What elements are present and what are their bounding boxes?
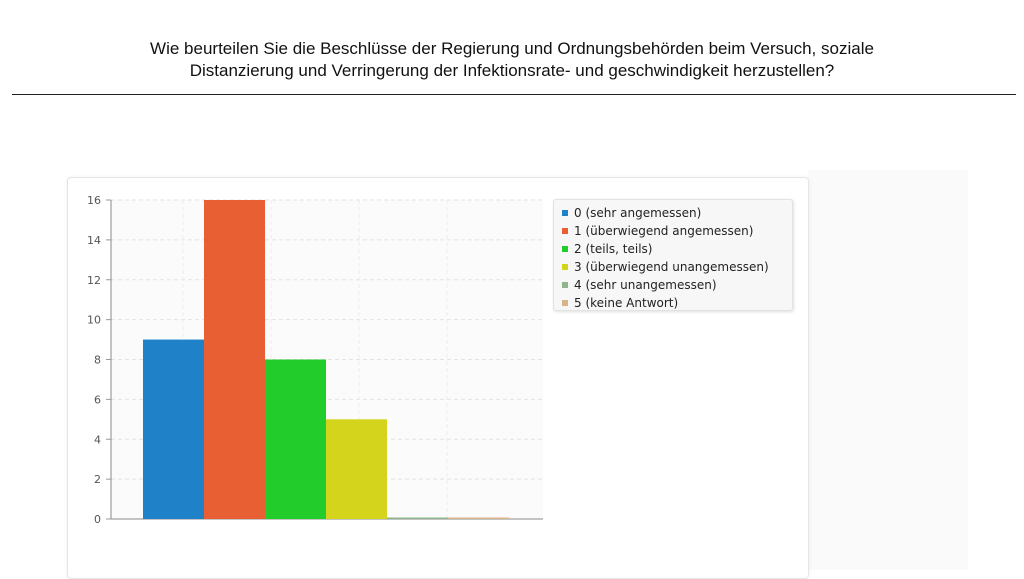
legend-swatch-5 [562, 299, 568, 306]
y-tick-label: 14 [87, 234, 101, 247]
bar-5 [448, 517, 509, 519]
legend-label-1: 1 (überwiegend angemessen) [574, 224, 754, 238]
legend-item-4: 4 (sehr unangemessen) [554, 276, 792, 294]
bar-4 [387, 517, 448, 519]
chart-legend: 0 (sehr angemessen) 1 (überwiegend angeme… [553, 199, 793, 311]
legend-swatch-1 [562, 227, 568, 234]
y-tick-label: 16 [87, 194, 101, 207]
legend-swatch-3 [562, 263, 568, 270]
legend-label-2: 2 (teils, teils) [574, 242, 653, 256]
y-tick-label: 4 [94, 433, 101, 446]
question-title: Wie beurteilen Sie die Beschlüsse der Re… [0, 38, 1024, 82]
legend-swatch-2 [562, 245, 568, 252]
question-line-2: Distanzierung und Verringerung der Infek… [189, 61, 835, 80]
y-tick-label: 6 [94, 393, 101, 406]
legend-label-5: 5 (keine Antwort) [574, 296, 679, 310]
question-line-1: Wie beurteilen Sie die Beschlüsse der Re… [150, 39, 874, 58]
bar-2 [265, 359, 326, 519]
legend-swatch-0 [562, 209, 568, 216]
y-tick-label: 8 [94, 354, 101, 367]
legend-label-0: 0 (sehr angemessen) [574, 206, 702, 220]
bar-0 [143, 339, 204, 519]
y-tick-label: 0 [94, 513, 101, 526]
title-divider [12, 94, 1016, 95]
legend-label-4: 4 (sehr unangemessen) [574, 278, 717, 292]
legend-item-3: 3 (überwiegend unangemessen) [554, 258, 792, 276]
y-tick-label: 12 [87, 274, 101, 287]
legend-item-2: 2 (teils, teils) [554, 240, 792, 258]
y-tick-label: 2 [94, 473, 101, 486]
legend-item-0: 0 (sehr angemessen) [554, 204, 792, 222]
legend-swatch-4 [562, 281, 568, 288]
legend-item-5: 5 (keine Antwort) [554, 294, 792, 312]
y-tick-label: 10 [87, 314, 101, 327]
bar-3 [326, 419, 387, 519]
bar-1 [204, 200, 265, 519]
legend-label-3: 3 (überwiegend unangemessen) [574, 260, 769, 274]
legend-item-1: 1 (überwiegend angemessen) [554, 222, 792, 240]
panel-shadow [808, 170, 968, 570]
